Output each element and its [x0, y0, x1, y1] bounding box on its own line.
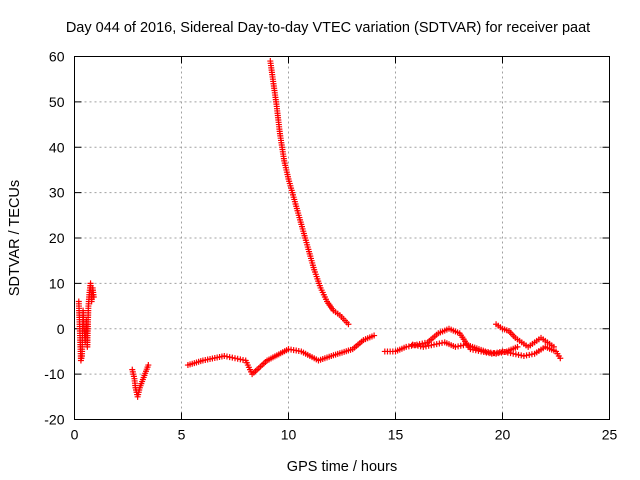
- data-trail: [554, 350, 562, 359]
- y-tick-label: 0: [57, 321, 65, 337]
- data-trail: [292, 200, 304, 226]
- data-trail: [533, 345, 547, 356]
- data-trail: [501, 326, 510, 334]
- data-trail: [520, 340, 530, 349]
- data-trail: [250, 359, 269, 376]
- data-trail: [394, 344, 408, 354]
- data-trail: [338, 313, 350, 326]
- x-tick-label: 0: [71, 427, 79, 443]
- y-tick-label: 20: [49, 230, 65, 246]
- data-trail: [512, 351, 525, 359]
- data-trail: [544, 344, 557, 354]
- y-tick-label: -20: [44, 412, 64, 428]
- y-tick-label: 40: [49, 139, 65, 155]
- series-early-2: [129, 362, 152, 400]
- data-trail: [362, 333, 375, 343]
- chart-title: Day 044 of 2016, Sidereal Day-to-day VTE…: [66, 20, 590, 36]
- data-trail: [443, 340, 457, 349]
- grid-layer: [74, 56, 610, 420]
- data-trail: [405, 342, 418, 350]
- data-trail: [416, 339, 428, 348]
- y-axis-label: SDTVAR / TECUs: [7, 180, 23, 296]
- data-trail: [317, 353, 333, 363]
- data-trail: [527, 340, 536, 349]
- x-tick-label: 15: [388, 427, 404, 443]
- data-trail: [325, 300, 336, 312]
- data-trail: [422, 342, 435, 350]
- data-trail: [84, 305, 92, 348]
- data-trail: [281, 160, 291, 180]
- x-axis-label: GPS time / hours: [287, 459, 397, 475]
- data-trail: [318, 287, 329, 303]
- data-trail: [187, 358, 204, 368]
- data-trail: [465, 342, 487, 354]
- y-tick-label: 50: [49, 94, 65, 110]
- series-early-spike: [75, 280, 97, 364]
- data-trail: [286, 178, 298, 203]
- data-trail: [89, 287, 97, 298]
- y-tick-label: 30: [49, 185, 65, 201]
- data-trail: [288, 346, 302, 354]
- data-trail: [505, 344, 519, 354]
- x-tick-label: 5: [178, 427, 186, 443]
- data-trail: [305, 246, 317, 271]
- x-tick-label: 20: [495, 427, 511, 443]
- data-trail: [495, 349, 508, 357]
- data-trail: [507, 329, 517, 340]
- data-trail: [131, 377, 139, 389]
- data-trail: [437, 326, 450, 336]
- data-trail: [384, 348, 396, 355]
- series-late-lower: [409, 339, 521, 357]
- data-trail: [332, 309, 341, 317]
- data-trail: [330, 346, 354, 359]
- data-trail: [351, 338, 365, 351]
- series-late-upper: [493, 321, 557, 350]
- data-trail: [533, 336, 542, 344]
- data-trail: [495, 322, 504, 331]
- data-trail: [270, 82, 280, 108]
- data-trail: [129, 368, 137, 380]
- data-trail: [137, 364, 151, 389]
- x-tick-label: 25: [602, 427, 618, 443]
- series-steep-descent: [267, 58, 352, 328]
- data-trail: [267, 60, 277, 85]
- data-trail: [273, 105, 283, 135]
- data-trail: [485, 349, 497, 357]
- tick-layer: 0 5 10 15 20 25 -20 -10 0 10 20 30 40 50 60: [44, 49, 617, 443]
- data-trail: [546, 340, 555, 349]
- data-trail: [448, 326, 461, 336]
- y-tick-label: -10: [44, 366, 64, 382]
- data-trail: [523, 351, 535, 359]
- data-trail: [243, 359, 255, 375]
- data-trail: [223, 353, 236, 361]
- data-trail: [202, 353, 225, 364]
- data-trail: [540, 336, 549, 344]
- data-layer: [75, 58, 564, 400]
- y-tick-label: 60: [49, 49, 65, 65]
- data-trail: [277, 132, 287, 162]
- data-trail: [298, 223, 311, 248]
- series-main-low: [184, 332, 378, 378]
- data-trail: [311, 269, 323, 289]
- data-trail: [514, 336, 523, 344]
- plot-frame: [74, 56, 610, 420]
- y-tick-label: 10: [49, 275, 65, 291]
- data-trail: [266, 347, 290, 363]
- data-trail: [135, 391, 142, 398]
- data-trail: [234, 355, 247, 363]
- series-late-main: [381, 325, 564, 362]
- data-trail: [426, 331, 440, 344]
- data-trail: [412, 342, 424, 350]
- data-trail: [455, 342, 467, 350]
- data-trail: [136, 387, 143, 394]
- data-trail: [300, 349, 320, 363]
- data-trail: [433, 339, 446, 348]
- x-tick-label: 10: [281, 427, 297, 443]
